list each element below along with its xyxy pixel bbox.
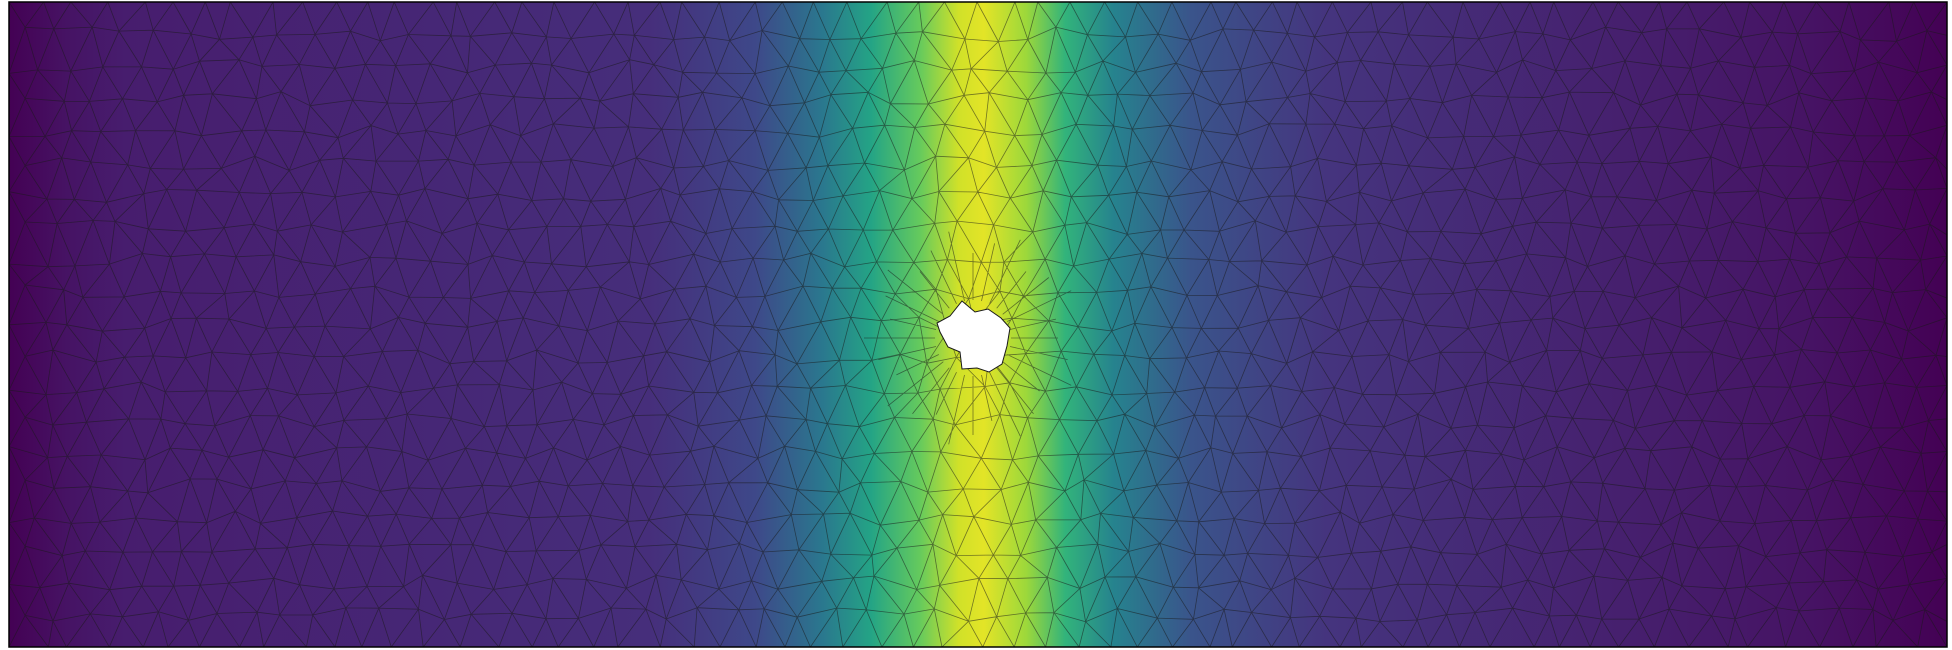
- domain-frame: [8, 1, 1948, 648]
- triangular-mesh: [9, 2, 1947, 647]
- hole-cutout: [936, 300, 1011, 373]
- mesh-edges: [9, 2, 1947, 647]
